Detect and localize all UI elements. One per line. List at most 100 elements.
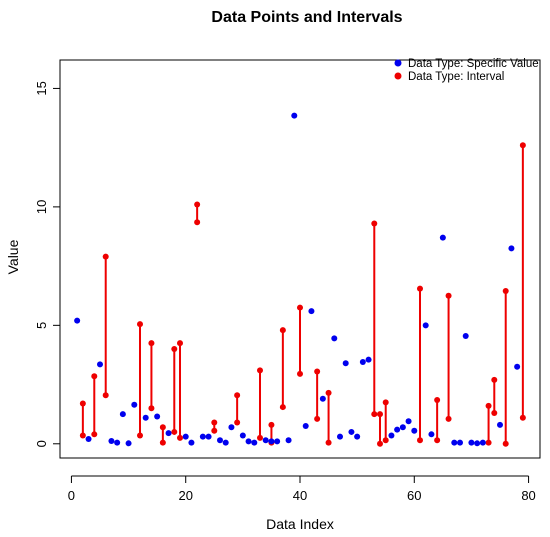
interval-high-point-5 <box>159 424 166 431</box>
data-point-27 <box>308 308 315 315</box>
data-point-14 <box>205 433 212 440</box>
data-point-11 <box>182 433 189 440</box>
data-point-43 <box>439 234 446 241</box>
data-point-18 <box>239 432 246 439</box>
data-point-45 <box>457 439 463 446</box>
interval-low-point-13 <box>279 404 286 411</box>
data-point-49 <box>479 439 486 446</box>
data-point-15 <box>217 437 223 444</box>
interval-high-point-0 <box>79 400 86 407</box>
interval-high-point-17 <box>371 220 378 227</box>
data-point-10 <box>165 430 172 437</box>
interval-low-point-0 <box>79 432 86 439</box>
x-axis: 0 20 40 60 80 <box>68 475 536 503</box>
data-point-4 <box>114 439 121 446</box>
data-point-5 <box>119 411 126 418</box>
interval-high-point-3 <box>137 321 143 328</box>
data-point-30 <box>337 433 343 440</box>
x-tick-label-1: 20 <box>178 488 192 503</box>
interval-high-point-4 <box>148 340 155 347</box>
interval-low-point-4 <box>148 405 155 412</box>
data-point-36 <box>388 432 395 439</box>
data-point-23 <box>274 438 281 445</box>
chart-title: Data Points and Intervals <box>211 9 402 26</box>
data-point-39 <box>405 418 412 425</box>
interval-low-point-19 <box>382 437 389 444</box>
interval-low-point-3 <box>137 432 143 439</box>
data-point-25 <box>291 112 298 119</box>
legend-label-1: Data Type: Interval <box>408 71 504 83</box>
interval-low-point-25 <box>502 440 509 447</box>
y-axis: 0 5 10 15 <box>34 81 61 447</box>
interval-low-point-8 <box>194 219 201 226</box>
interval-low-point-7 <box>177 434 183 441</box>
interval-low-point-26 <box>519 414 526 421</box>
plot-frame <box>59 59 541 459</box>
interval-high-point-6 <box>171 346 178 353</box>
interval-high-point-2 <box>102 253 109 260</box>
data-point-41 <box>422 322 429 329</box>
data-point-44 <box>451 439 458 446</box>
data-point-50 <box>497 421 503 428</box>
interval-high-point-19 <box>382 399 389 406</box>
x-tick-label-3: 60 <box>407 488 421 503</box>
data-point-2 <box>97 361 103 368</box>
interval-low-point-22 <box>445 415 452 422</box>
data-point-51 <box>508 245 515 252</box>
interval-high-point-22 <box>445 292 452 299</box>
interval-high-point-25 <box>502 287 509 294</box>
interval-high-point-14 <box>297 304 303 311</box>
interval-series <box>79 142 526 447</box>
data-point-13 <box>199 433 206 440</box>
interval-high-point-21 <box>434 396 441 403</box>
data-point-20 <box>251 439 258 446</box>
interval-high-point-20 <box>417 285 423 292</box>
interval-low-point-11 <box>257 434 263 441</box>
interval-low-point-23 <box>485 439 492 446</box>
x-axis-label: Data Index <box>266 516 334 532</box>
interval-high-point-1 <box>91 373 98 380</box>
data-point-22 <box>268 438 275 445</box>
interval-high-point-24 <box>491 376 498 383</box>
data-point-19 <box>245 438 252 445</box>
data-point-35 <box>365 356 372 363</box>
interval-high-point-15 <box>314 368 321 375</box>
data-point-17 <box>228 424 235 431</box>
data-point-42 <box>428 431 435 438</box>
interval-high-point-18 <box>377 411 383 418</box>
interval-high-point-11 <box>257 367 263 374</box>
interval-high-point-7 <box>177 340 183 347</box>
data-point-29 <box>331 335 338 342</box>
interval-low-point-21 <box>434 437 441 444</box>
interval-low-point-5 <box>159 439 166 446</box>
x-tick-label-4: 80 <box>521 488 535 503</box>
data-point-8 <box>142 414 149 421</box>
data-point-12 <box>188 439 195 446</box>
data-point-47 <box>468 439 475 446</box>
data-point-21 <box>262 437 269 444</box>
interval-low-point-10 <box>234 419 241 426</box>
point-series <box>74 112 521 447</box>
data-point-0 <box>74 317 81 324</box>
y-axis-label: Value <box>5 239 21 274</box>
interval-high-point-9 <box>211 419 218 426</box>
interval-low-point-20 <box>417 437 423 444</box>
interval-low-point-14 <box>297 370 303 377</box>
data-point-52 <box>514 363 521 370</box>
interval-low-point-15 <box>314 415 321 422</box>
interval-low-point-16 <box>325 439 332 446</box>
data-point-16 <box>222 439 229 446</box>
data-point-40 <box>411 427 418 434</box>
data-point-46 <box>462 332 469 339</box>
data-point-9 <box>154 413 161 420</box>
interval-low-point-9 <box>211 427 218 434</box>
data-point-26 <box>302 423 309 430</box>
interval-high-point-12 <box>268 421 275 428</box>
y-tick-label-0: 0 <box>34 440 49 447</box>
data-point-24 <box>285 437 292 444</box>
interval-high-point-8 <box>194 201 201 208</box>
data-point-28 <box>319 395 326 402</box>
interval-high-point-26 <box>519 142 526 149</box>
